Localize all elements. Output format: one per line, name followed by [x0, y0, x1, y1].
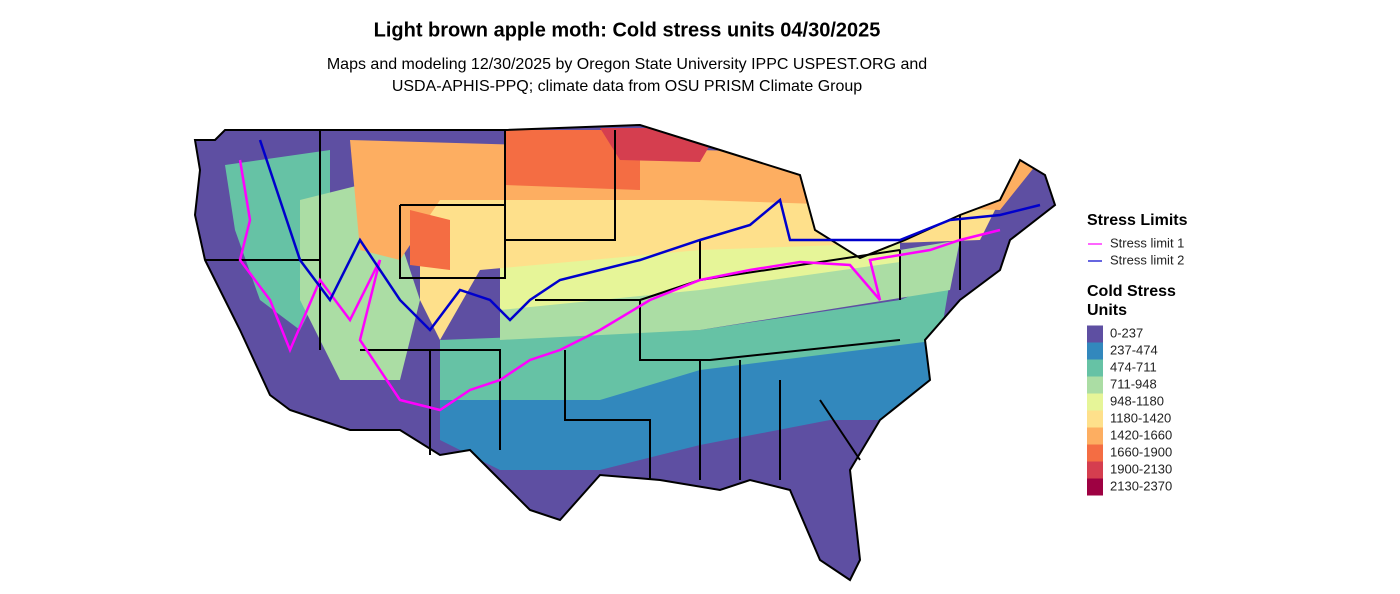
map-zones [195, 125, 1055, 580]
subtitle: USDA-APHIS-PPQ; climate data from OSU PR… [392, 78, 862, 95]
subtitle: Maps and modeling 12/30/2025 by Oregon S… [327, 56, 927, 73]
stress-limit-line [258, 139, 1041, 332]
legend-swatch [1087, 342, 1103, 360]
zone [440, 280, 950, 400]
legend-label: 948-1180 [1110, 393, 1164, 408]
legend-label: 711-948 [1110, 376, 1157, 391]
zone [410, 210, 450, 270]
legend-swatch [1087, 444, 1103, 462]
state-borders [205, 130, 961, 480]
legend-label: 1660-1900 [1110, 444, 1172, 459]
legend-swatch [1087, 427, 1103, 445]
legend-label: 474-711 [1110, 359, 1157, 374]
zone [505, 130, 640, 190]
legend-label: 1420-1660 [1110, 427, 1172, 442]
legend-label: Stress limit 1 [1110, 235, 1184, 250]
legend-swatch [1087, 410, 1103, 428]
legend-label: 1900-2130 [1110, 461, 1172, 476]
legend-title: Units [1087, 302, 1127, 319]
map-title: Light brown apple moth: Cold stress unit… [374, 19, 881, 41]
legend-label: 0-237 [1110, 325, 1143, 340]
legend-swatch [1087, 478, 1103, 496]
zone [440, 330, 940, 470]
legend-label: 237-474 [1110, 342, 1158, 357]
legend-swatch [1087, 376, 1103, 394]
legend-swatch [1087, 359, 1103, 377]
stress-limit-line [238, 159, 1001, 412]
legend-label: 2130-2370 [1110, 478, 1172, 493]
legend-swatch [1087, 325, 1103, 343]
legend-title: Cold Stress [1087, 283, 1176, 300]
legend-label: 1180-1420 [1110, 410, 1171, 425]
legend-label: Stress limit 2 [1110, 252, 1184, 267]
legend-swatch [1087, 461, 1103, 479]
legend-title: Stress Limits [1087, 212, 1188, 229]
legend-swatch [1087, 393, 1103, 411]
